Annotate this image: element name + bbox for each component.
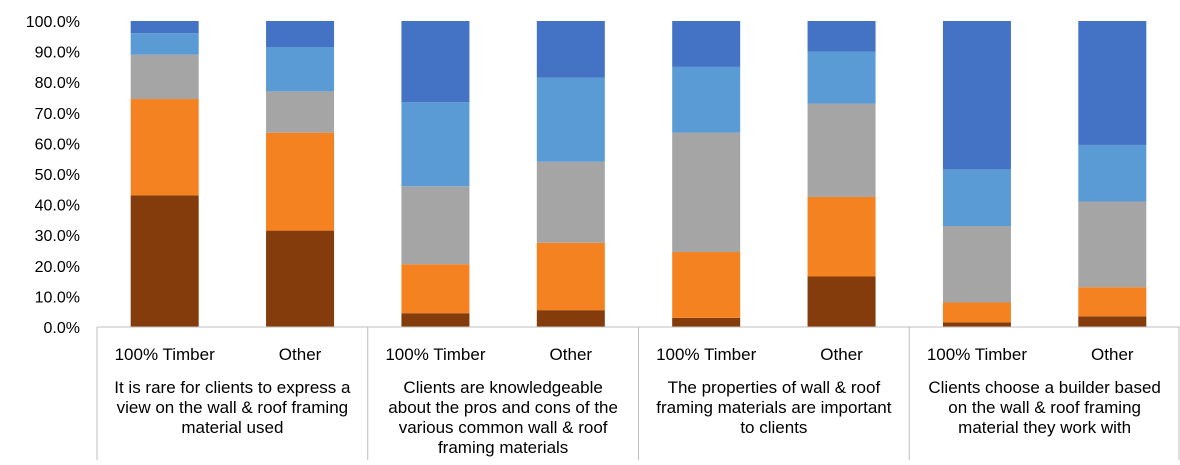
group-category-label: view on the wall & roof framing [117, 398, 349, 417]
y-tick-label: 100.0% [26, 14, 80, 31]
bar-segment [942, 21, 1011, 170]
bar-segment [401, 186, 470, 265]
bar-segment [807, 103, 876, 197]
bar-segment [942, 169, 1011, 227]
group-category-label: material they work with [958, 418, 1131, 437]
group-category-label: It is rare for clients to express a [114, 378, 351, 397]
bar-segment [130, 54, 199, 100]
bar-category-label: Other [820, 345, 863, 364]
bar-segment [536, 310, 605, 327]
bar-segment [130, 99, 199, 196]
group-category-label: various common wall & roof [399, 418, 608, 437]
bar-segment [266, 21, 335, 48]
y-tick-label: 60.0% [35, 136, 80, 153]
bar-segment [672, 252, 741, 318]
bar-segment [401, 264, 470, 314]
y-tick-label: 50.0% [35, 167, 80, 184]
group-category-label: framing materials [438, 438, 568, 457]
bar-segment [401, 102, 470, 187]
bar-segment [536, 21, 605, 78]
bar-segment [1078, 21, 1147, 145]
bar-segment [266, 132, 335, 231]
bar-segment [807, 21, 876, 52]
bar-category-label: 100% Timber [656, 345, 756, 364]
bar-segment [1078, 201, 1147, 288]
bar-segment [266, 47, 335, 92]
y-tick-label: 80.0% [35, 75, 80, 92]
y-tick-label: 70.0% [35, 106, 80, 123]
bar-segment [130, 33, 199, 55]
bar-segment [672, 132, 741, 253]
bar-segment [536, 77, 605, 162]
bar-segment [942, 226, 1011, 303]
bar-segment [807, 51, 876, 104]
bar-segment [807, 196, 876, 277]
bar-segment [536, 161, 605, 243]
y-tick-label: 30.0% [35, 228, 80, 245]
bar-segment [130, 21, 199, 34]
bar-segment [672, 317, 741, 327]
bar-category-label: 100% Timber [385, 345, 485, 364]
bar-category-label: 100% Timber [927, 345, 1027, 364]
bar-segment [1078, 287, 1147, 317]
bar-segment [266, 230, 335, 327]
bar-segment [672, 21, 741, 67]
bar-segment [1078, 144, 1147, 202]
y-tick-label: 10.0% [35, 289, 80, 306]
bar-category-label: Other [279, 345, 322, 364]
group-category-label: on the wall & roof framing [948, 398, 1141, 417]
group-category-label: Clients are knowledgeable [403, 378, 602, 397]
bar-category-label: Other [1091, 345, 1134, 364]
bar-segment [672, 66, 741, 133]
bar-segment [807, 276, 876, 327]
y-tick-label: 0.0% [44, 320, 80, 337]
bar-segment [536, 242, 605, 311]
bar-category-label: Other [550, 345, 593, 364]
bar-segment [401, 313, 470, 327]
group-category-label: Clients choose a builder based [928, 378, 1160, 397]
group-category-label: about the pros and cons of the [388, 398, 618, 417]
bar-segment [266, 91, 335, 133]
group-category-label: material used [181, 418, 283, 437]
bar-category-label: 100% Timber [115, 345, 215, 364]
group-category-label: The properties of wall & roof [668, 378, 881, 397]
bar-segment [942, 322, 1011, 327]
bar-segment [1078, 316, 1147, 327]
y-tick-label: 20.0% [35, 259, 80, 276]
group-category-label: to clients [740, 418, 807, 437]
group-category-label: framing materials are important [656, 398, 892, 417]
bar-segment [942, 302, 1011, 323]
y-tick-label: 40.0% [35, 198, 80, 215]
bar-segment [401, 21, 470, 103]
bar-segment [130, 195, 199, 327]
y-tick-label: 90.0% [35, 45, 80, 62]
